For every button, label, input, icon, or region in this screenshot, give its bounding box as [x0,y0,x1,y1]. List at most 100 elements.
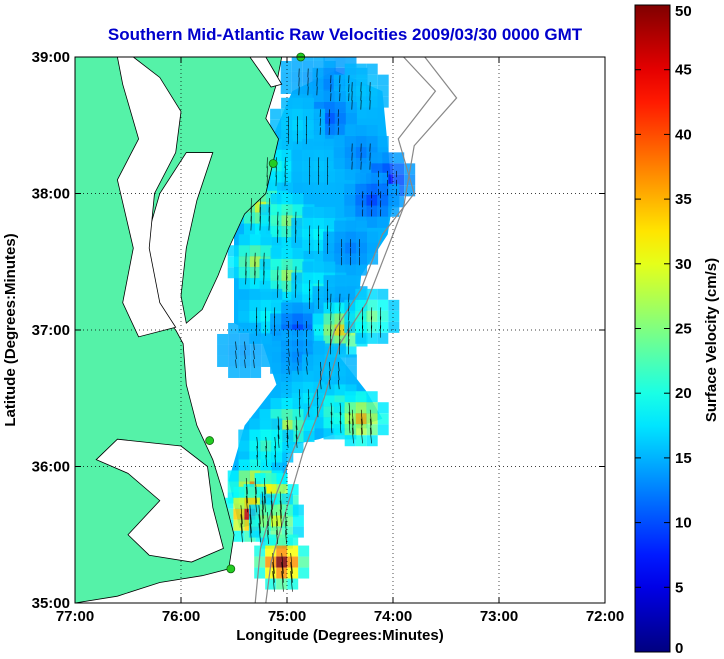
velocity-cell [345,231,357,243]
velocity-cell [281,526,293,538]
velocity-vector [290,562,293,583]
velocity-cell [227,481,239,493]
velocity-cell [302,239,314,251]
velocity-cell [312,417,324,429]
velocity-cell [291,217,303,229]
velocity-vectors [235,68,397,592]
velocity-vector [369,427,372,444]
velocity-vector [235,350,237,360]
velocity-vector [286,425,289,439]
velocity-vector [320,370,322,381]
velocity-cell [265,484,277,496]
velocity-cell [291,294,303,306]
velocity-cell [280,381,292,393]
velocity-cell [314,108,326,120]
velocity-cell [270,409,282,421]
velocity-cell [233,486,245,498]
velocity-cell [303,329,315,341]
velocity-cell [377,299,389,311]
velocity-cell [287,545,299,557]
velocity-cell [323,335,335,347]
velocity-cell [248,526,260,538]
velocity-vector [261,509,264,528]
velocity-cell [281,193,293,205]
velocity-cell [254,473,266,485]
velocity-vector [306,348,308,357]
velocity-cell [228,333,240,345]
velocity-cell [281,409,293,421]
velocity-cell [323,57,335,68]
velocity-cell [366,332,378,344]
velocity-cell [334,384,346,396]
velocity-vector [360,427,363,444]
velocity-cell [324,206,336,218]
velocity-cell [303,108,315,120]
velocity-cell [302,217,314,229]
velocity-cell [238,256,250,268]
velocity-cell [377,172,389,184]
velocity-cell [313,217,325,229]
y-axis-ticks: 35:00 36:00 37:00 38:00 39:00 [32,49,605,612]
velocity-cell [238,299,250,311]
velocity-cell [303,119,315,131]
velocity-cell [377,205,389,217]
velocity-cell [355,391,367,403]
y-tick-label: 35:00 [32,595,70,612]
velocity-vector [295,284,297,298]
velocity-cell [270,258,282,270]
colorbar-tick-label: 5 [675,579,683,596]
velocity-vector [307,398,310,409]
velocity-cell [323,428,335,440]
velocity-cell [281,329,293,341]
velocity-cell [260,418,272,430]
velocity-vector [316,407,319,418]
velocity-cell [281,119,293,131]
y-tick-label: 37:00 [32,322,70,339]
velocity-vector [288,366,290,375]
velocity-cell [287,534,299,546]
velocity-cell [333,136,345,148]
velocity-cell [313,250,325,262]
velocity-cell [393,174,405,186]
velocity-cell [239,333,251,345]
velocity-vector [267,521,269,536]
velocity-cell [281,515,293,527]
velocity-cell [345,57,357,68]
colorbar-tick-label: 35 [675,191,692,208]
velocity-vector [348,411,351,425]
velocity-cell [260,245,272,257]
velocity-vector [281,553,284,574]
velocity-cell [334,101,346,113]
velocity-vector [286,211,288,225]
velocity-cell [393,163,405,175]
velocity-cell [281,302,293,314]
velocity-cell [312,313,324,325]
velocity-cell [334,123,346,135]
velocity-cell [249,440,261,452]
velocity-cell [355,299,367,311]
velocity-vector [316,389,319,400]
velocity-cell [270,149,282,161]
velocity-cell [303,97,315,109]
velocity-cell [291,60,303,72]
velocity-cell [249,429,261,441]
velocity-cell [323,78,335,90]
velocity-cell [270,204,282,216]
velocity-cell [323,417,335,429]
velocity-cell [355,194,367,206]
pamlico-sound [95,438,224,563]
velocity-vector [240,523,243,543]
velocity-cell [355,136,367,148]
velocity-cell [250,322,262,334]
velocity-vector [330,402,333,416]
velocity-cell [404,185,416,197]
velocity-cell [270,351,282,363]
velocity-cell [334,90,346,102]
velocity-cell [291,381,303,393]
velocity-cell [281,130,293,142]
velocity-cell [238,429,250,441]
velocity-cell [313,261,325,273]
velocity-cell [334,220,346,232]
velocity-vector [288,348,290,357]
velocity-cell [366,299,378,311]
